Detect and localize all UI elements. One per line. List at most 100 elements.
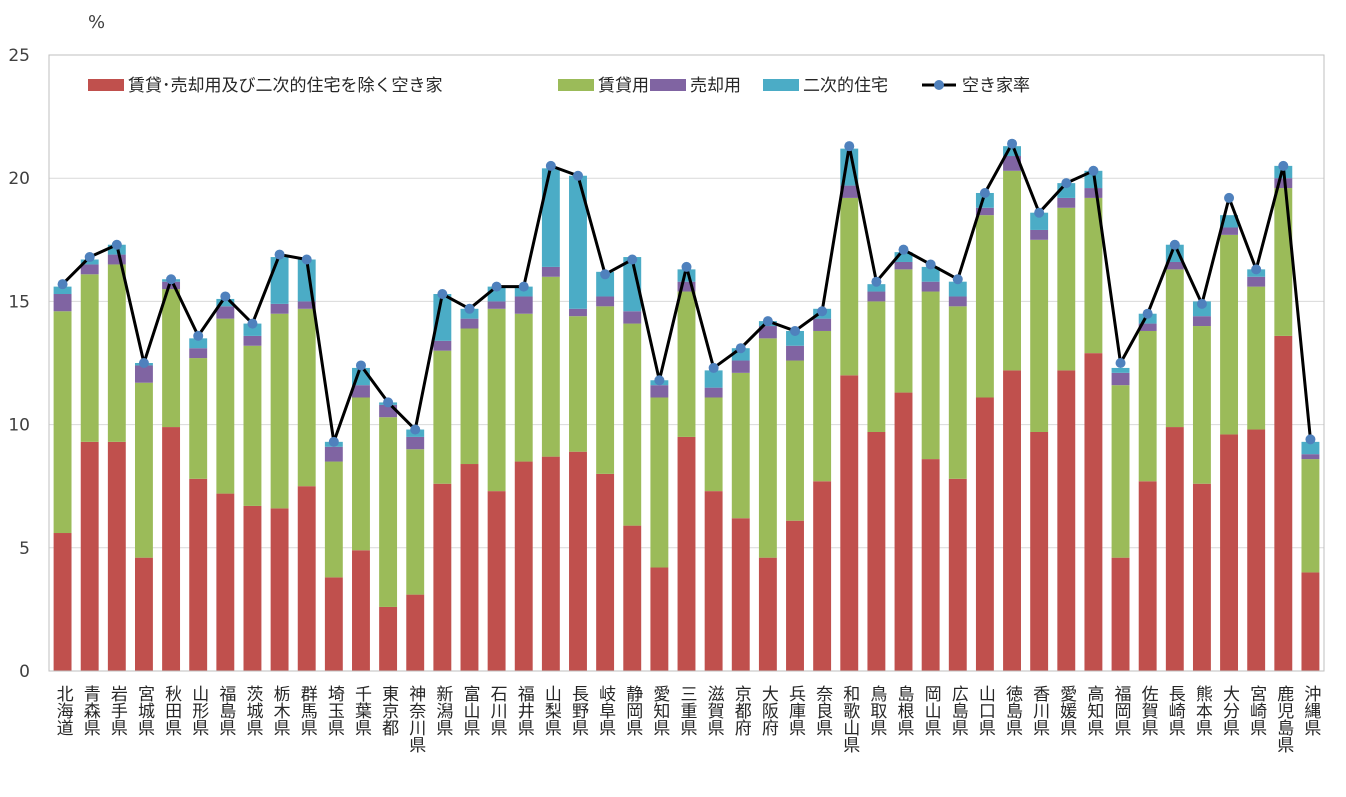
bar-segment-s2 bbox=[487, 301, 506, 309]
bar-segment-s3 bbox=[786, 330, 804, 346]
x-tick-label: 福島県 bbox=[215, 685, 236, 736]
bar-segment-s0 bbox=[596, 473, 615, 671]
bar-segment-s2 bbox=[921, 281, 940, 292]
bar-segment-s1 bbox=[948, 306, 967, 479]
bar-segment-s2 bbox=[433, 340, 452, 351]
vacancy-rate-point bbox=[708, 362, 719, 373]
x-tick-label: 京都府 bbox=[731, 685, 752, 737]
bar-segment-s2 bbox=[270, 303, 289, 314]
x-tick-label: 高知県 bbox=[1083, 685, 1104, 736]
bar-segment-s0 bbox=[921, 459, 940, 671]
bar-segment-s1 bbox=[1057, 207, 1076, 371]
bar-segment-s0 bbox=[487, 491, 506, 671]
bar-segment-s2 bbox=[134, 365, 153, 383]
vacancy-rate-point bbox=[898, 244, 909, 255]
vacancy-rate-point bbox=[328, 436, 339, 447]
x-tick-label: 群馬県 bbox=[297, 685, 318, 736]
vacancy-rate-point bbox=[301, 254, 312, 265]
bar-segment-s0 bbox=[243, 505, 262, 671]
bar-segment-s1 bbox=[1220, 234, 1239, 435]
bar-segment-s2 bbox=[569, 308, 587, 317]
bar-segment-s1 bbox=[107, 264, 126, 442]
bar-segment-s1 bbox=[134, 382, 153, 558]
bar-segment-s3 bbox=[1030, 212, 1049, 230]
legend-label: 売却用 bbox=[690, 76, 741, 96]
bar-segment-s2 bbox=[650, 385, 669, 398]
bar-segment-s2 bbox=[1138, 323, 1157, 331]
bar-segment-s2 bbox=[948, 296, 967, 307]
vacancy-rate-point bbox=[138, 358, 149, 368]
bar-segment-s2 bbox=[1274, 178, 1293, 189]
bar-segment-s0 bbox=[162, 427, 181, 671]
vacancy-rate-point bbox=[572, 170, 583, 181]
bar-segment-s0 bbox=[514, 461, 533, 671]
x-tick-label: 熊本県 bbox=[1192, 685, 1213, 736]
bar-segment-s1 bbox=[270, 313, 289, 509]
x-tick-label: 滋賀県 bbox=[704, 685, 725, 736]
x-tick-label: 福岡県 bbox=[1111, 685, 1132, 736]
x-tick-label: 岡山県 bbox=[921, 685, 942, 736]
vacancy-rate-point bbox=[383, 397, 394, 408]
bar-segment-s3 bbox=[596, 271, 615, 297]
vacancy-rate-point bbox=[790, 325, 801, 336]
stacked-bars bbox=[53, 146, 1320, 671]
bar-segment-s3 bbox=[1301, 441, 1320, 455]
vacancy-rate-point bbox=[410, 424, 421, 435]
bar-segment-s0 bbox=[975, 397, 994, 671]
bar-segment-s0 bbox=[948, 478, 967, 671]
bar-segment-s0 bbox=[1138, 481, 1157, 671]
bar-segment-s2 bbox=[406, 436, 425, 450]
bar-segment-s3 bbox=[894, 252, 913, 262]
bar-segment-s2 bbox=[514, 296, 533, 314]
x-tick-label: 佐賀県 bbox=[1138, 685, 1159, 736]
x-tick-label: 富山県 bbox=[459, 685, 480, 736]
vacancy-rate-point bbox=[518, 281, 529, 292]
bar-segment-s1 bbox=[894, 269, 913, 393]
x-tick-label: 千葉県 bbox=[351, 685, 372, 736]
bar-segment-s0 bbox=[650, 567, 669, 671]
bar-segment-s2 bbox=[324, 446, 343, 462]
vacancy-rate-point bbox=[1088, 165, 1099, 176]
vacancy-rate-point bbox=[355, 360, 366, 371]
x-tick-label: 北海道 bbox=[53, 685, 73, 736]
vacancy-rate-point bbox=[817, 306, 828, 317]
x-tick-label: 静岡県 bbox=[622, 685, 643, 736]
bar-segment-s0 bbox=[867, 431, 886, 671]
bar-segment-s1 bbox=[921, 291, 940, 460]
bar-segment-s3 bbox=[623, 257, 642, 312]
x-tick-label: 福井県 bbox=[514, 685, 535, 736]
bar-segment-s0 bbox=[1274, 335, 1293, 671]
y-tick-label: 20 bbox=[8, 169, 30, 189]
bar-segment-s2 bbox=[352, 385, 370, 398]
vacancy-rate-point bbox=[464, 303, 475, 314]
bar-segment-s2 bbox=[1057, 197, 1076, 208]
vacancy-rate-point bbox=[193, 330, 204, 341]
bar-segment-s3 bbox=[1003, 146, 1021, 157]
vacancy-rate-point bbox=[762, 316, 773, 327]
legend-swatch bbox=[650, 79, 686, 91]
bar-segment-s0 bbox=[460, 464, 479, 671]
bar-segment-s0 bbox=[1003, 370, 1021, 671]
x-tick-label: 青森県 bbox=[80, 685, 101, 736]
x-tick-label: 沖縄県 bbox=[1300, 685, 1321, 736]
bar-segment-s0 bbox=[623, 525, 642, 671]
bar-segment-s3 bbox=[243, 323, 262, 336]
bar-segment-s0 bbox=[80, 441, 99, 671]
vacancy-rate-point bbox=[1196, 298, 1207, 309]
bar-segment-s1 bbox=[1003, 170, 1021, 371]
vacancy-rate-point bbox=[1169, 239, 1180, 250]
bar-segment-s0 bbox=[1084, 353, 1103, 671]
x-tick-label: 徳島県 bbox=[1002, 685, 1023, 736]
bar-segment-s1 bbox=[1301, 459, 1320, 573]
vacancy-rate-point bbox=[1224, 192, 1235, 203]
bar-segment-s2 bbox=[1030, 229, 1049, 240]
x-tick-label: 大分県 bbox=[1219, 685, 1240, 736]
bar-segment-s0 bbox=[813, 481, 832, 671]
bar-segment-s1 bbox=[216, 318, 235, 494]
bar-segment-s1 bbox=[758, 338, 777, 558]
bar-segment-s1 bbox=[1247, 286, 1266, 430]
x-tick-label: 埼玉県 bbox=[324, 685, 345, 736]
x-tick-label: 兵庫県 bbox=[785, 685, 806, 736]
vacancy-rate-point bbox=[57, 279, 68, 290]
bar-segment-s0 bbox=[324, 577, 343, 671]
